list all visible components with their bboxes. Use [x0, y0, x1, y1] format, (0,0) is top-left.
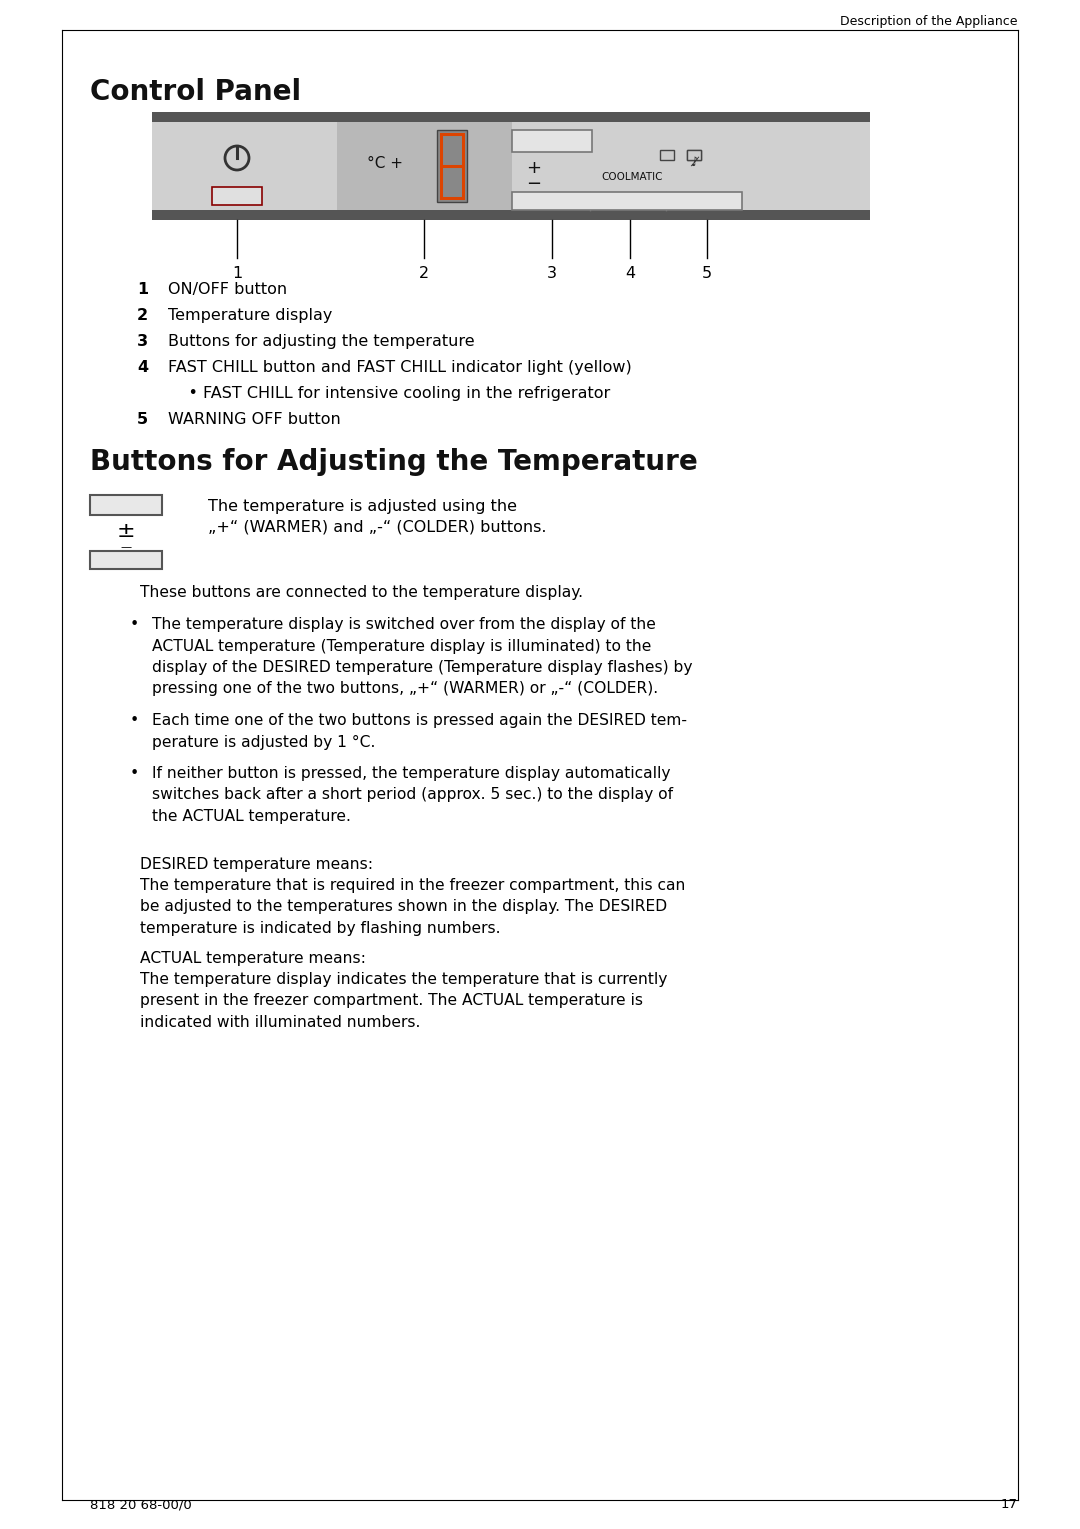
- Text: Buttons for Adjusting the Temperature: Buttons for Adjusting the Temperature: [90, 448, 698, 476]
- Text: 4: 4: [137, 359, 148, 375]
- Text: Control Panel: Control Panel: [90, 78, 301, 106]
- Text: ACTUAL temperature (Temperature display is illuminated) to the: ACTUAL temperature (Temperature display …: [152, 639, 651, 653]
- Text: 3: 3: [546, 266, 557, 281]
- Bar: [512, 130, 592, 151]
- Text: switches back after a short period (approx. 5 sec.) to the display of: switches back after a short period (appr…: [152, 787, 673, 803]
- Text: pressing one of the two buttons, „+“ (WARMER) or „-“ (COLDER).: pressing one of the two buttons, „+“ (WA…: [152, 682, 658, 697]
- Bar: [337, 122, 512, 209]
- Text: The temperature is adjusted using the: The temperature is adjusted using the: [208, 498, 517, 514]
- Text: The temperature display is switched over from the display of the: The temperature display is switched over…: [152, 618, 656, 631]
- Text: WARNING OFF button: WARNING OFF button: [168, 411, 341, 427]
- Text: +: +: [527, 159, 541, 177]
- Text: °C +: °C +: [367, 156, 403, 171]
- Text: •: •: [130, 713, 139, 728]
- Text: Description of the Appliance: Description of the Appliance: [840, 15, 1018, 28]
- Text: 5: 5: [137, 411, 148, 427]
- Bar: [660, 150, 674, 161]
- Text: 5: 5: [702, 266, 712, 281]
- Text: 4: 4: [625, 266, 635, 281]
- Text: ±: ±: [117, 521, 135, 541]
- Text: 2: 2: [419, 266, 429, 281]
- Text: •: •: [130, 766, 139, 781]
- Text: 2: 2: [137, 307, 148, 323]
- Text: • FAST CHILL for intensive cooling in the refrigerator: • FAST CHILL for intensive cooling in th…: [168, 385, 610, 401]
- Text: —: —: [121, 541, 132, 552]
- Text: 1: 1: [137, 281, 148, 297]
- Text: temperature is indicated by flashing numbers.: temperature is indicated by flashing num…: [140, 920, 500, 936]
- Text: 818 20 68-00/0: 818 20 68-00/0: [90, 1498, 192, 1511]
- Text: the ACTUAL temperature.: the ACTUAL temperature.: [152, 809, 351, 824]
- Text: „+“ (WARMER) and „-“ (COLDER) buttons.: „+“ (WARMER) and „-“ (COLDER) buttons.: [208, 520, 546, 535]
- Text: DESIRED temperature means:: DESIRED temperature means:: [140, 856, 373, 872]
- Text: COOLMATIC: COOLMATIC: [602, 171, 663, 182]
- Bar: [152, 209, 870, 220]
- Text: FAST CHILL button and FAST CHILL indicator light (yellow): FAST CHILL button and FAST CHILL indicat…: [168, 359, 632, 375]
- Text: perature is adjusted by 1 °C.: perature is adjusted by 1 °C.: [152, 734, 376, 749]
- Text: The temperature that is required in the freezer compartment, this can: The temperature that is required in the …: [140, 878, 686, 893]
- Bar: [90, 550, 162, 569]
- Text: These buttons are connected to the temperature display.: These buttons are connected to the tempe…: [140, 586, 583, 599]
- Bar: [687, 150, 701, 161]
- Text: indicated with illuminated numbers.: indicated with illuminated numbers.: [140, 1015, 420, 1031]
- Bar: [212, 187, 262, 205]
- Bar: [512, 193, 742, 209]
- Text: 17: 17: [1001, 1498, 1018, 1511]
- Text: If neither button is pressed, the temperature display automatically: If neither button is pressed, the temper…: [152, 766, 671, 781]
- Bar: [437, 130, 467, 202]
- Text: be adjusted to the temperatures shown in the display. The DESIRED: be adjusted to the temperatures shown in…: [140, 899, 667, 914]
- Text: 1: 1: [232, 266, 242, 281]
- Text: •: •: [130, 618, 139, 631]
- Bar: [687, 150, 701, 161]
- Text: ON/OFF button: ON/OFF button: [168, 281, 287, 297]
- Bar: [90, 495, 162, 515]
- Text: present in the freezer compartment. The ACTUAL temperature is: present in the freezer compartment. The …: [140, 994, 643, 1009]
- Bar: [152, 112, 870, 220]
- Text: −: −: [526, 174, 541, 193]
- Text: 3: 3: [137, 333, 148, 349]
- Text: Temperature display: Temperature display: [168, 307, 333, 323]
- Text: ♪̸: ♪̸: [691, 156, 699, 168]
- Text: The temperature display indicates the temperature that is currently: The temperature display indicates the te…: [140, 972, 667, 988]
- Text: Buttons for adjusting the temperature: Buttons for adjusting the temperature: [168, 333, 474, 349]
- Text: display of the DESIRED temperature (Temperature display flashes) by: display of the DESIRED temperature (Temp…: [152, 661, 692, 674]
- Text: Each time one of the two buttons is pressed again the DESIRED tem-: Each time one of the two buttons is pres…: [152, 713, 687, 728]
- Bar: [152, 112, 870, 122]
- Text: ACTUAL temperature means:: ACTUAL temperature means:: [140, 951, 366, 965]
